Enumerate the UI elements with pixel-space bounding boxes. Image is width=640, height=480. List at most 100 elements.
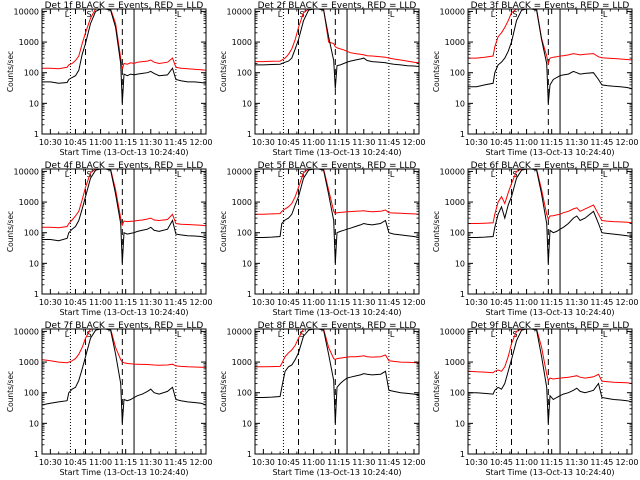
y-tick-label: 10000 [14,327,39,336]
y-tick-label: 100 [24,69,39,78]
x-tick-label: 11:15 [540,138,563,147]
y-tick-label: 10000 [440,7,465,16]
x-tick-label: 10:45 [64,138,87,147]
x-axis-label: Start Time (13-Oct-13 10:24:40) [272,308,401,317]
series-group [468,169,632,264]
series-group [42,9,206,104]
marker-flag-label: L [491,10,496,19]
y-tick-label: 1 [460,290,465,299]
x-tick-label: 10:30 [39,298,62,307]
marker-flag-label: L [177,10,182,19]
y-tick-label: 10000 [14,7,39,16]
marker-flag-label: S [87,10,92,19]
x-tick-label: 10:45 [277,458,300,467]
chart-title: Det 1f BLACK = Events, RED = LLD [45,1,204,11]
y-tick-label: 100 [237,69,252,78]
marker-flag-label: S [87,170,92,179]
events-series-line [255,9,419,89]
detector-panel: L S L 1 10 100 1000 10000 10:30 10:45 11:00 11:15 11… [426,160,639,320]
lld-series-line [255,329,419,368]
events-series-line [42,169,206,264]
y-tick-label: 1000 [19,198,39,207]
y-tick-label: 10000 [14,167,39,176]
plot-frame [254,8,420,135]
x-tick-label: 11:30 [352,298,375,307]
x-tick-label: 11:15 [540,298,563,307]
lld-series-line [255,169,419,215]
y-tick-label: 10000 [440,167,465,176]
series-group [255,329,419,424]
x-tick-label: 11:45 [590,138,613,147]
x-tick-label: 11:00 [302,298,325,307]
x-tick-label: 10:30 [252,458,275,467]
x-tick-label: 11:00 [515,298,538,307]
y-tick-label: 1000 [19,358,39,367]
events-series-line [42,329,206,424]
series-group [468,9,632,104]
x-tick-label: 11:15 [114,298,137,307]
x-tick-label: 11:15 [114,138,137,147]
x-tick-label: 10:45 [64,298,87,307]
y-tick-label: 1000 [232,198,252,207]
plot-frame [41,328,207,455]
plot-frame [254,328,420,455]
chart-title: Det 4f BLACK = Events, RED = LLD [45,161,204,171]
x-tick-label: 12:00 [189,298,212,307]
x-tick-label: 11:00 [515,458,538,467]
x-tick-label: 11:30 [139,298,162,307]
y-tick-label: 10 [455,419,465,428]
chart-title: Det 6f BLACK = Events, RED = LLD [471,161,630,171]
y-tick-label: 1000 [232,358,252,367]
y-tick-label: 10 [242,259,252,268]
marker-flag-label: L [65,330,70,339]
marker-flag-label: L [177,170,182,179]
x-tick-label: 12:00 [615,298,638,307]
events-series-line [255,329,419,424]
x-tick-label: 11:00 [302,458,325,467]
x-tick-label: 12:00 [402,138,425,147]
lld-series-line [468,9,632,66]
chart-title: Det 3f BLACK = Events, RED = LLD [471,1,630,11]
y-tick-label: 10 [455,99,465,108]
y-axis-label: Counts/sec [6,371,15,412]
events-series-line [42,9,206,104]
plot-frame [254,168,420,295]
x-axis-label: Start Time (13-Oct-13 10:24:40) [59,308,188,317]
marker-flag-label: S [87,330,92,339]
marker-flag-label: L [278,330,283,339]
detector-panel: L S L 1 10 100 1000 10000 10:30 10:45 11:00 11:15 11… [426,320,639,480]
y-tick-label: 1000 [232,38,252,47]
x-tick-label: 10:30 [465,458,488,467]
y-tick-label: 1 [247,130,252,139]
y-tick-label: 100 [450,69,465,78]
y-axis-label: Counts/sec [6,51,15,92]
marker-flag-label: L [390,170,395,179]
plot-frame [41,168,207,295]
y-axis-label: Counts/sec [6,211,15,252]
y-tick-label: 1000 [19,38,39,47]
x-tick-label: 12:00 [402,298,425,307]
x-axis-label: Start Time (13-Oct-13 10:24:40) [485,468,614,477]
lld-series-line [42,9,206,71]
y-tick-label: 10 [29,99,39,108]
y-tick-label: 10 [29,259,39,268]
x-tick-label: 11:15 [540,458,563,467]
x-tick-label: 11:45 [590,458,613,467]
x-axis-label: Start Time (13-Oct-13 10:24:40) [59,148,188,157]
x-tick-label: 10:30 [252,138,275,147]
series-group [255,169,419,264]
y-tick-label: 10 [242,419,252,428]
x-tick-label: 10:30 [465,298,488,307]
x-axis-label: Start Time (13-Oct-13 10:24:40) [272,148,401,157]
marker-flag-label: L [390,10,395,19]
detector-panel: L S L 1 10 100 1000 10000 10:30 10:45 11:00 11:15 11… [213,160,426,320]
marker-flag-label: L [65,170,70,179]
y-tick-label: 100 [237,389,252,398]
y-tick-label: 1 [460,130,465,139]
x-tick-label: 12:00 [615,138,638,147]
events-series-line [255,169,419,264]
x-tick-label: 10:45 [490,458,513,467]
